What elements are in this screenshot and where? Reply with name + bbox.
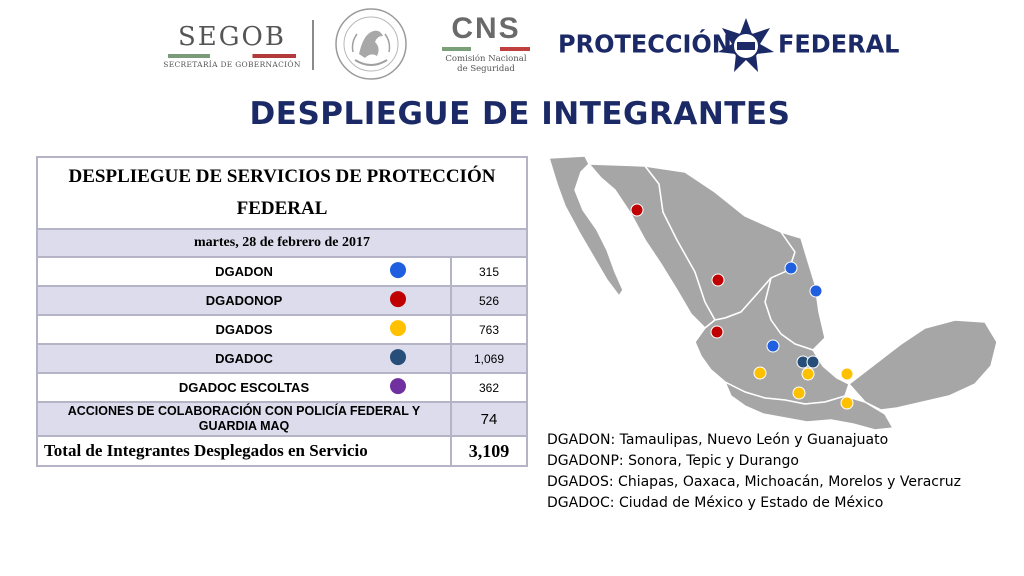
row-label: DGADOS bbox=[215, 322, 273, 337]
map-marker-dgadon bbox=[766, 339, 780, 353]
row-value: 526 bbox=[450, 285, 528, 316]
row-value: 763 bbox=[450, 314, 528, 345]
cns-subtitle-line2: de Seguridad bbox=[457, 64, 515, 74]
page-title: DESPLIEGUE DE INTEGRANTES bbox=[249, 96, 791, 132]
segob-flag-bar bbox=[168, 54, 296, 58]
mexico-states-shape bbox=[548, 155, 998, 431]
row-value: 362 bbox=[450, 372, 528, 403]
map-marker-dgados bbox=[840, 396, 854, 410]
map-marker-dgadon bbox=[809, 284, 823, 298]
row-label: DGADOC bbox=[215, 351, 273, 366]
cns-flag-bar bbox=[442, 47, 530, 51]
deployment-table: DESPLIEGUE DE SERVICIOS DE PROTECCIÓN FE… bbox=[36, 156, 528, 467]
police-star-icon bbox=[718, 18, 774, 72]
collab-value: 74 bbox=[450, 401, 528, 437]
row-value: 315 bbox=[450, 256, 528, 287]
legend-line-dgadon: DGADON: Tamaulipas, Nuevo León y Guanaju… bbox=[547, 432, 889, 448]
segob-wordmark: SEGOB bbox=[178, 22, 286, 52]
table-heading: DESPLIEGUE DE SERVICIOS DE PROTECCIÓN FE… bbox=[36, 156, 528, 230]
cns-logo: CNS Comisión Nacional de Seguridad bbox=[438, 14, 534, 78]
map-marker-dgadon bbox=[784, 261, 798, 275]
table-row: DGADON 315 bbox=[36, 256, 528, 287]
marker-dot-dgadoc bbox=[390, 348, 406, 365]
table-row: DGADOC 1,069 bbox=[36, 343, 528, 374]
table-row: DGADOS 763 bbox=[36, 314, 528, 345]
map-marker-dgadonop bbox=[710, 325, 724, 339]
total-row: Total de Integrantes Desplegados en Serv… bbox=[36, 435, 528, 467]
map-marker-dgadonop bbox=[630, 203, 644, 217]
pf-logo-left-text: PROTECCIÓN bbox=[558, 29, 732, 59]
table-date: martes, 28 de febrero de 2017 bbox=[36, 228, 528, 258]
marker-dot-dgadonop bbox=[390, 290, 406, 307]
collab-label: ACCIONES DE COLABORACIÓN CON POLICÍA FED… bbox=[36, 401, 452, 437]
map-marker-dgados bbox=[792, 386, 806, 400]
map-legend: DGADON: Tamaulipas, Nuevo León y Guanaju… bbox=[547, 430, 961, 514]
cns-wordmark: CNS bbox=[451, 12, 521, 45]
map-marker-dgadonop bbox=[711, 273, 725, 287]
marker-dot-dgadon bbox=[390, 261, 406, 278]
segob-subtitle: SECRETARÍA DE GOBERNACIÓN bbox=[163, 60, 301, 69]
row-label: DGADON bbox=[215, 264, 273, 279]
pf-logo-right-text: FEDERAL bbox=[778, 29, 900, 59]
mexico-map bbox=[548, 155, 998, 431]
marker-dot-dgados bbox=[390, 319, 406, 336]
map-marker-dgados bbox=[840, 367, 854, 381]
table-row: DGADOC ESCOLTAS 362 bbox=[36, 372, 528, 403]
cns-subtitle-line1: Comisión Nacional bbox=[445, 54, 527, 64]
row-value: 1,069 bbox=[450, 343, 528, 374]
total-value: 3,109 bbox=[450, 435, 528, 467]
map-marker-dgadoc bbox=[806, 355, 820, 369]
legend-line-dgadonp: DGADONP: Sonora, Tepic y Durango bbox=[547, 453, 799, 469]
marker-dot-dgadoc-escoltas bbox=[390, 377, 406, 394]
deployment-markers bbox=[630, 203, 854, 410]
legend-line-dgadoc: DGADOC: Ciudad de México y Estado de Méx… bbox=[547, 495, 884, 511]
mexico-seal-icon bbox=[335, 8, 407, 80]
map-marker-dgados bbox=[753, 366, 767, 380]
header-divider bbox=[312, 20, 314, 70]
table-row: ACCIONES DE COLABORACIÓN CON POLICÍA FED… bbox=[36, 401, 528, 437]
map-marker-dgados bbox=[801, 367, 815, 381]
table-row: DGADONOP 526 bbox=[36, 285, 528, 316]
row-label: DGADOC ESCOLTAS bbox=[178, 380, 310, 395]
legend-line-dgados: DGADOS: Chiapas, Oaxaca, Michoacán, More… bbox=[547, 474, 961, 490]
segob-logo: SEGOB SECRETARÍA DE GOBERNACIÓN bbox=[162, 22, 302, 72]
row-label: DGADONOP bbox=[205, 293, 283, 308]
total-label: Total de Integrantes Desplegados en Serv… bbox=[36, 435, 452, 467]
